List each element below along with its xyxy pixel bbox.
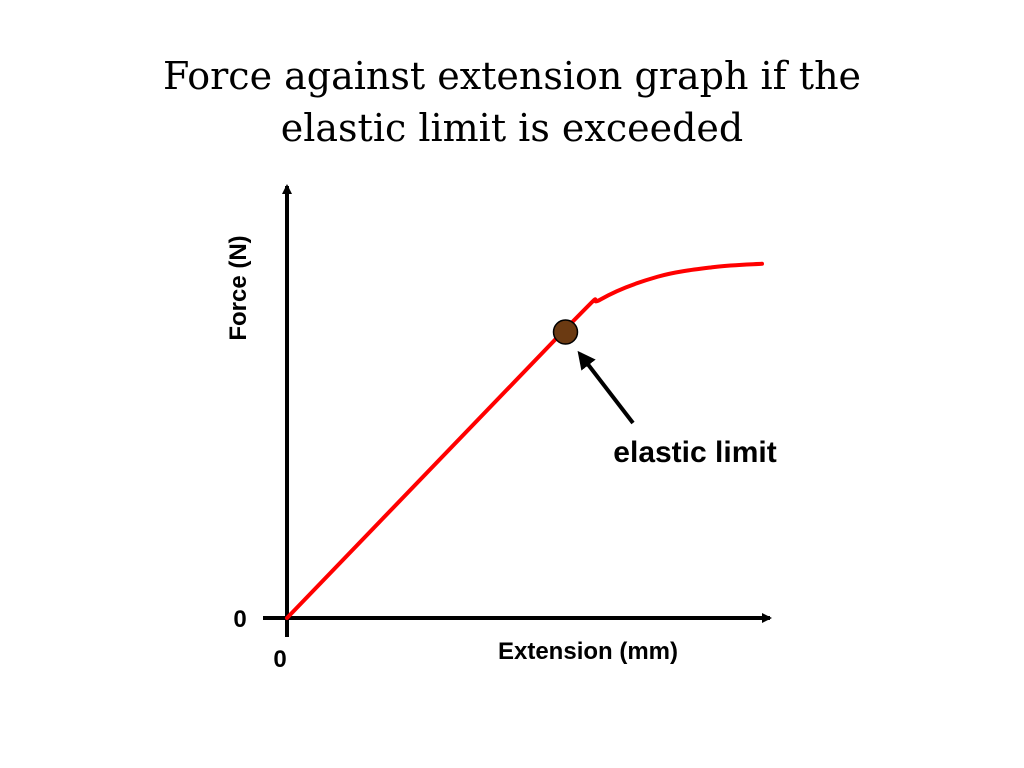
y-tick-label-0: 0: [233, 606, 246, 633]
chart-title-line-1: Force against extension graph if the: [162, 54, 862, 98]
force-extension-curve: [285, 261, 764, 620]
elastic-limit-label: elastic limit: [613, 436, 776, 469]
x-axis-label: Extension (mm): [498, 638, 678, 665]
chart-title: Force against extension graph if the ela…: [112, 50, 912, 154]
elastic-limit-point: [552, 319, 579, 345]
x-tick-label-0: 0: [273, 646, 286, 673]
elastic-limit-arrow: [577, 350, 635, 425]
y-axis-label: Force (N): [225, 235, 252, 340]
chart-title-line-2: elastic limit is exceeded: [280, 106, 744, 150]
